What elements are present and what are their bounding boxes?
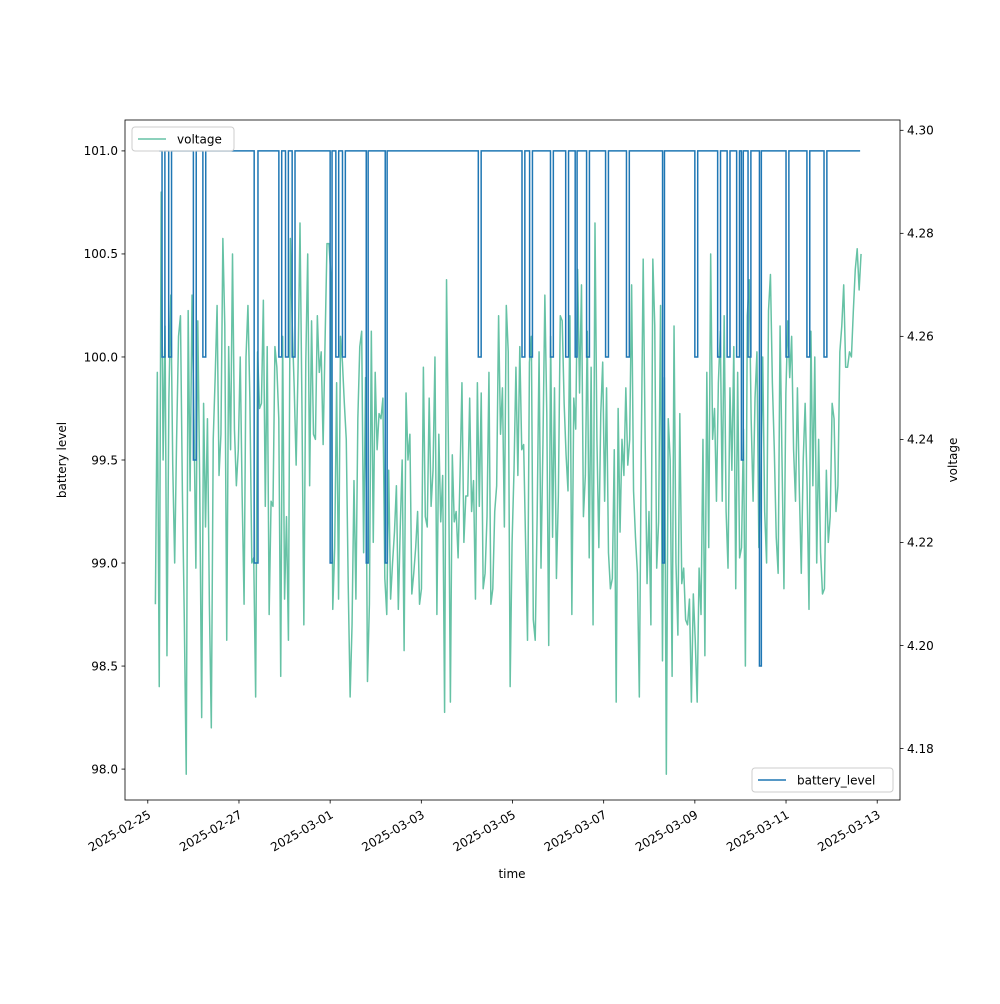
left-y-tick-label: 99.5 [91, 453, 118, 467]
legend-battery: battery_level [751, 767, 894, 793]
series-layer [154, 150, 862, 775]
left-y-tick-label: 100.0 [84, 350, 118, 364]
right-y-axis-ticks: 4.18 4.20 4.22 4.24 4.26 4.28 4.30 [900, 124, 934, 756]
right-y-tick-label: 4.18 [907, 742, 934, 756]
legend-battery-label: battery_level [797, 774, 875, 788]
left-y-axis-ticks: 98.0 98.5 99.0 99.5 100.0 100.5 101.0 [84, 144, 125, 776]
left-y-tick-label: 101.0 [84, 144, 118, 158]
legend-battery-box [751, 767, 894, 793]
right-y-tick-label: 4.20 [907, 639, 934, 653]
right-y-tick-label: 4.26 [907, 330, 934, 344]
left-y-tick-label: 100.5 [84, 247, 118, 261]
left-y-tick-label: 98.0 [91, 762, 118, 776]
right-y-tick-label: 4.28 [907, 227, 934, 241]
legend-voltage: voltage [131, 126, 235, 152]
left-y-tick-label: 99.0 [91, 556, 118, 570]
legend-voltage-box [131, 126, 235, 152]
left-y-tick-label: 98.5 [91, 659, 118, 673]
left-y-axis-label: battery level [55, 422, 69, 498]
x-axis-label: time [498, 867, 525, 881]
right-y-tick-label: 4.24 [907, 433, 934, 447]
battery-level-series-line [159, 150, 861, 667]
right-y-tick-label: 4.30 [907, 124, 934, 138]
right-y-axis-label: voltage [946, 438, 960, 483]
right-y-tick-label: 4.22 [907, 536, 934, 550]
legend-voltage-label: voltage [177, 133, 222, 147]
